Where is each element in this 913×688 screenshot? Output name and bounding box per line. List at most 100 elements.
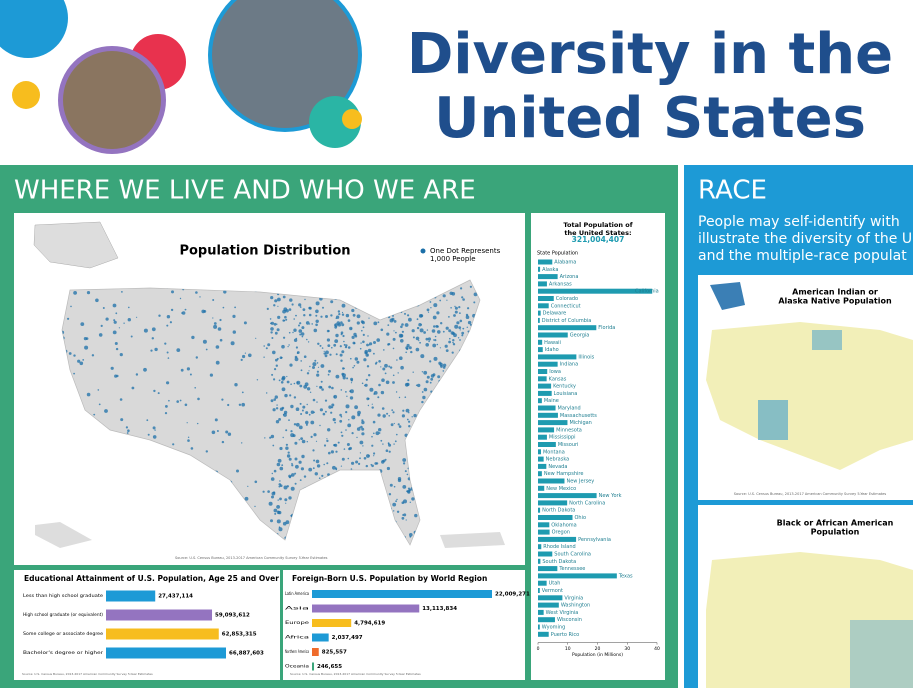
value-label: 22,009,271 [495, 592, 530, 598]
dot [356, 314, 361, 319]
x-tick-label: 40 [654, 646, 660, 652]
dot [414, 513, 418, 518]
dot [316, 370, 319, 373]
map-title: American Indian or [792, 288, 878, 297]
x-tick-label: 20 [595, 646, 601, 652]
bar [312, 604, 420, 613]
dot [315, 323, 318, 327]
category-label: Puerto Rico [551, 632, 580, 638]
map-title: Alaska Native Population [778, 297, 892, 306]
dot [409, 535, 412, 538]
dot [276, 404, 278, 406]
bar [538, 500, 568, 506]
value-label: 4,794,619 [354, 621, 385, 627]
dot [281, 406, 285, 410]
dot [126, 432, 129, 434]
dot [363, 358, 367, 362]
dot [335, 353, 338, 356]
dot [459, 329, 461, 331]
dot [286, 454, 291, 458]
dot [423, 370, 428, 375]
dot [405, 351, 408, 354]
dot [280, 356, 283, 359]
dot [412, 336, 415, 339]
dot [295, 407, 300, 412]
dot [383, 349, 385, 351]
source: Source: U.S. Census Bureau, 2013-2017 Am… [175, 556, 328, 560]
dot [339, 345, 342, 348]
dot [270, 519, 273, 523]
dot [254, 480, 258, 484]
category-label: Latin America [285, 591, 309, 596]
bar [106, 628, 219, 640]
dot [274, 512, 277, 515]
dot [348, 419, 350, 421]
dot [404, 396, 407, 399]
category-label: South Dakota [542, 559, 576, 565]
dot [356, 436, 358, 439]
dot [294, 482, 297, 485]
map-inset [710, 282, 745, 310]
dot [150, 349, 153, 352]
dot [278, 526, 281, 528]
dot [331, 386, 334, 390]
category-label: North Dakota [542, 508, 575, 514]
dot [312, 449, 315, 452]
dot [465, 315, 470, 320]
dot [453, 333, 457, 338]
dot [276, 462, 281, 467]
dot [317, 342, 320, 345]
category-label: New Jersey [566, 479, 594, 485]
dot [315, 314, 318, 317]
category-label: Indiana [560, 362, 579, 368]
bar [538, 398, 542, 404]
bar [538, 602, 559, 608]
dot [276, 357, 279, 360]
dot [112, 303, 117, 308]
dot [448, 329, 452, 333]
dot [288, 308, 292, 311]
dot [426, 329, 429, 331]
dot [351, 335, 355, 339]
dot [293, 318, 296, 320]
dot [380, 390, 385, 395]
dot [278, 485, 281, 488]
dot [295, 464, 299, 469]
dot [326, 439, 329, 443]
dot [274, 331, 278, 335]
dot [375, 431, 380, 436]
dot [315, 309, 319, 314]
dot [114, 374, 118, 378]
dot [437, 330, 441, 334]
dot [221, 398, 224, 401]
dot [405, 346, 409, 350]
dot [273, 304, 276, 307]
dot [353, 342, 356, 345]
bar [538, 347, 543, 353]
bar [538, 595, 563, 601]
bar [538, 259, 553, 265]
dot [286, 380, 290, 384]
dot [290, 404, 294, 409]
dot [296, 352, 299, 354]
dot [290, 383, 292, 386]
dot [86, 291, 91, 295]
dot [221, 440, 225, 444]
dot [346, 443, 350, 446]
dot [176, 348, 181, 352]
dot [371, 444, 374, 447]
dot [279, 480, 281, 482]
dot [401, 414, 405, 418]
dot [353, 365, 356, 367]
dot [418, 340, 420, 342]
category-label: Arizona [560, 274, 579, 280]
category-label: Wisconsin [557, 617, 582, 623]
dot [135, 373, 139, 376]
dot [373, 321, 378, 326]
dot [366, 343, 369, 347]
intro-text: illustrate the diversity of the U [698, 231, 912, 247]
dot [388, 415, 391, 417]
dot [395, 331, 397, 334]
bar [106, 590, 156, 602]
value-label: 62,853,315 [222, 632, 257, 638]
